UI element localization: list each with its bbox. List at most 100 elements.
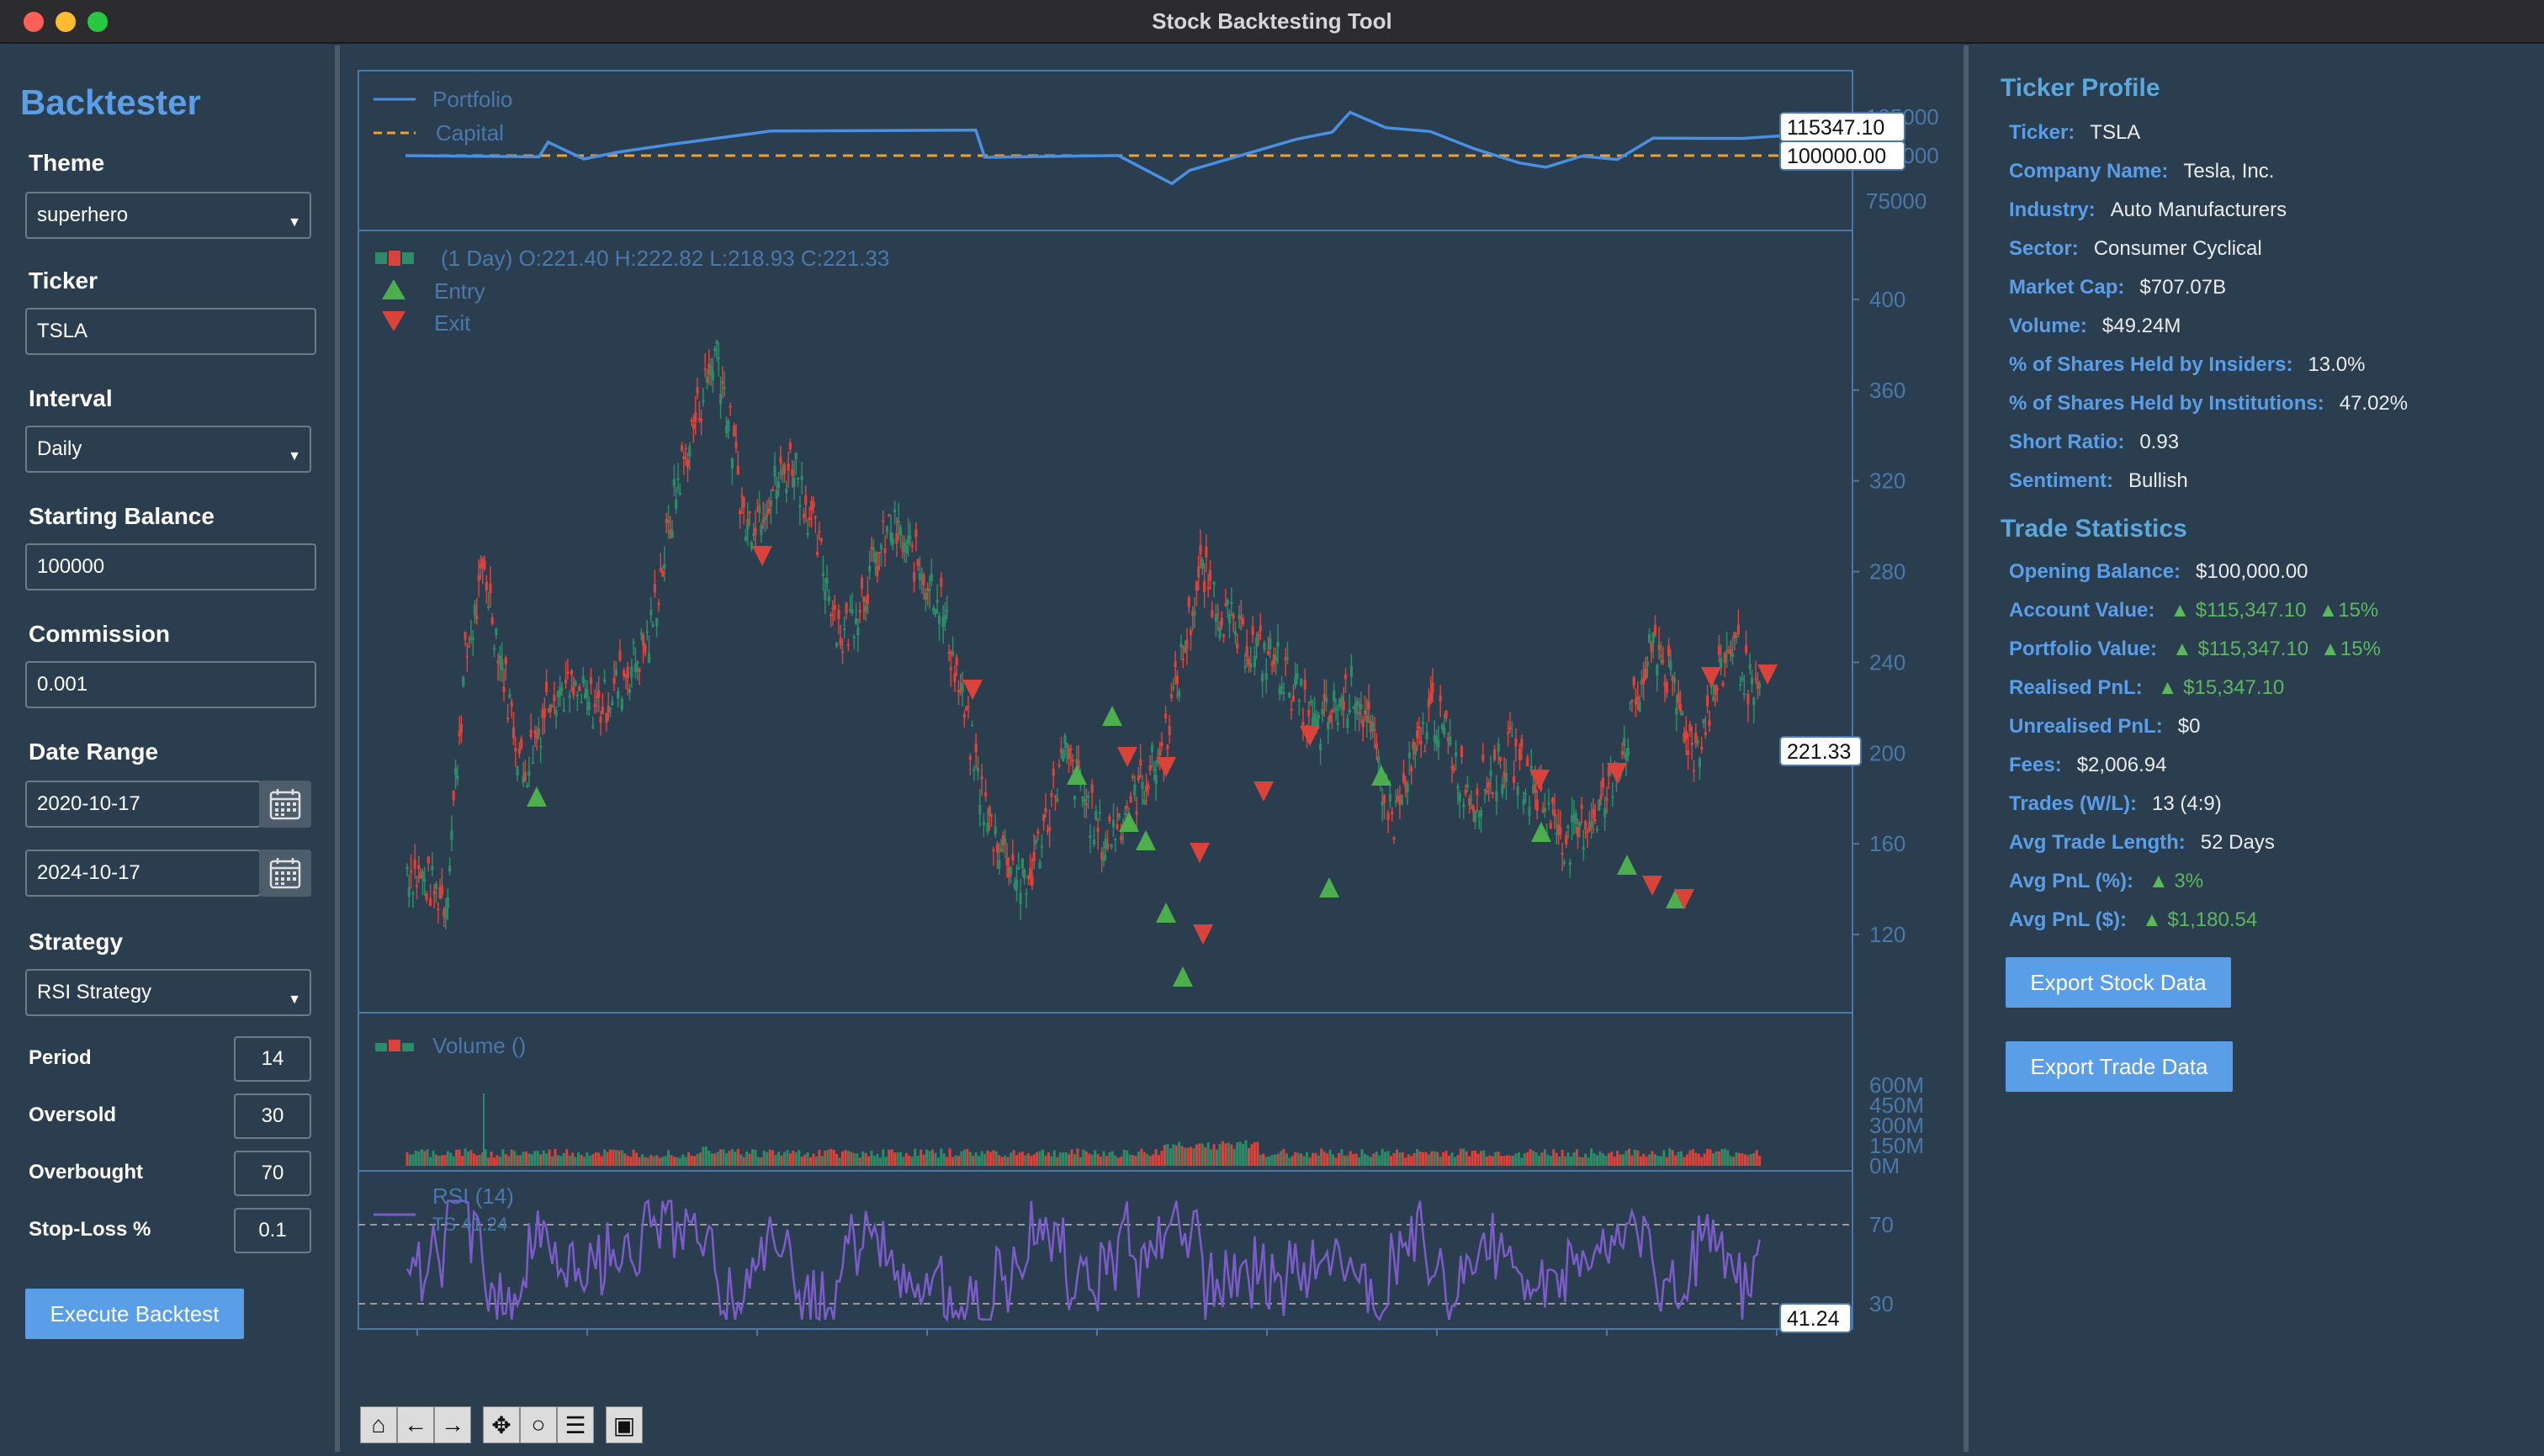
candle-body [1650,643,1653,652]
right-divider[interactable] [1964,45,1969,1452]
export-trade-data-button[interactable]: Export Trade Data [2006,1041,2233,1092]
backtest-chart[interactable]: PortfolioCapital12500010000075000115347.… [340,45,1964,1452]
candle-body [653,584,656,593]
start-date-input[interactable]: 2020-10-17 [25,781,261,828]
volume-bar [649,1155,653,1166]
period-input[interactable]: 14 [234,1036,311,1082]
configure-icon[interactable]: ☰ [557,1406,594,1443]
volume-bar [609,1149,612,1166]
price-tick: 280 [1869,559,1905,585]
minimize-window-button[interactable] [56,12,76,32]
candle-body [1742,693,1746,696]
strategy-dropdown[interactable]: RSI Strategy ▼ [25,969,311,1016]
candle-body [913,572,916,582]
volume-bar [974,1152,978,1166]
candle-body [1010,866,1013,875]
home-icon[interactable]: ⌂ [360,1406,397,1443]
ticker-input[interactable]: TSLA [25,308,316,355]
volume-bar [483,1093,485,1166]
candle-body [1020,858,1024,869]
calendar-icon[interactable] [259,850,311,897]
candle-body [1349,665,1353,677]
theme-dropdown[interactable]: superhero ▼ [25,192,311,239]
candle-body [1036,830,1040,834]
candle-body [1117,813,1121,818]
forward-icon[interactable]: → [434,1406,471,1443]
volume-bar [1311,1152,1314,1166]
left-divider[interactable] [335,45,340,1452]
volume-bar [461,1156,464,1166]
candle-body [1576,827,1580,837]
back-icon[interactable]: ← [397,1406,434,1443]
candle-body [611,701,614,706]
candle-body [1187,597,1190,607]
candle-body [1721,682,1725,686]
pan-icon[interactable]: ✥ [483,1406,520,1443]
volume-bar [504,1154,507,1166]
candle-body [553,694,556,702]
oversold-input[interactable]: 30 [234,1093,311,1139]
volume-bar [1422,1152,1424,1166]
volume-bar [582,1157,586,1166]
volume-bar [1607,1152,1610,1166]
stat-key: Avg Trade Length: [2009,831,2186,854]
volume-bar [1529,1149,1532,1166]
volume-bar [1624,1150,1628,1166]
candle-body [1565,834,1568,844]
volume-bar [1503,1156,1506,1166]
profile-value: Bullish [2128,469,2188,492]
candle-body [694,411,697,423]
volume-bar [658,1157,661,1166]
candle-body [1296,673,1299,680]
volume-bar [1236,1142,1239,1166]
volume-bar [1662,1150,1666,1166]
overbought-input[interactable]: 70 [234,1151,311,1196]
exit-marker [1253,781,1274,802]
candle-body [468,645,471,648]
end-date-input[interactable]: 2024-10-17 [25,850,261,897]
volume-tick: 600M [1869,1072,1924,1098]
stop-loss-input[interactable]: 0.1 [234,1208,311,1253]
candle-body [440,885,443,895]
profile-row: Short Ratio: 0.93 [2009,431,2179,454]
candle-body [1373,729,1376,732]
execute-backtest-button[interactable]: Execute Backtest [25,1289,244,1339]
volume-bar [1206,1142,1210,1166]
candle-body [1369,720,1372,733]
volume-bar [519,1155,522,1166]
candle-body [1263,642,1266,650]
volume-bar [1070,1149,1073,1166]
candle-body [808,516,811,521]
candle-body [1508,727,1512,729]
zoom-icon[interactable]: ○ [520,1406,557,1443]
candle-body [1236,643,1239,649]
stat-key: Trades (W/L): [2009,792,2138,815]
candle-body [1412,742,1415,750]
starting-balance-input[interactable]: 100000 [25,543,316,590]
commission-input[interactable]: 0.001 [25,661,316,708]
candle-body [1001,835,1004,846]
volume-bar [1242,1143,1245,1166]
candle-body [752,534,755,537]
interval-dropdown[interactable]: Daily ▼ [25,426,311,473]
candle-body [1669,660,1672,670]
candle-body [1226,600,1229,605]
stat-key: Account Value: [2009,599,2155,622]
volume-bar [690,1155,693,1166]
candle-body [982,822,985,826]
volume-bar [722,1149,725,1166]
candle-body [1439,695,1442,702]
candle-body [1498,757,1503,761]
volume-bar [698,1152,702,1166]
volume-bar [1166,1144,1169,1166]
candle-body [932,607,935,612]
save-icon[interactable]: ▣ [606,1406,643,1443]
volume-bar [745,1152,749,1166]
calendar-icon[interactable] [259,781,311,828]
candle-body [1068,749,1071,760]
zoom-window-button[interactable] [87,12,108,32]
date-range-label: Date Range [29,739,159,765]
export-stock-data-button[interactable]: Export Stock Data [2006,957,2231,1008]
close-window-button[interactable] [24,12,44,32]
volume-bar [930,1149,934,1166]
